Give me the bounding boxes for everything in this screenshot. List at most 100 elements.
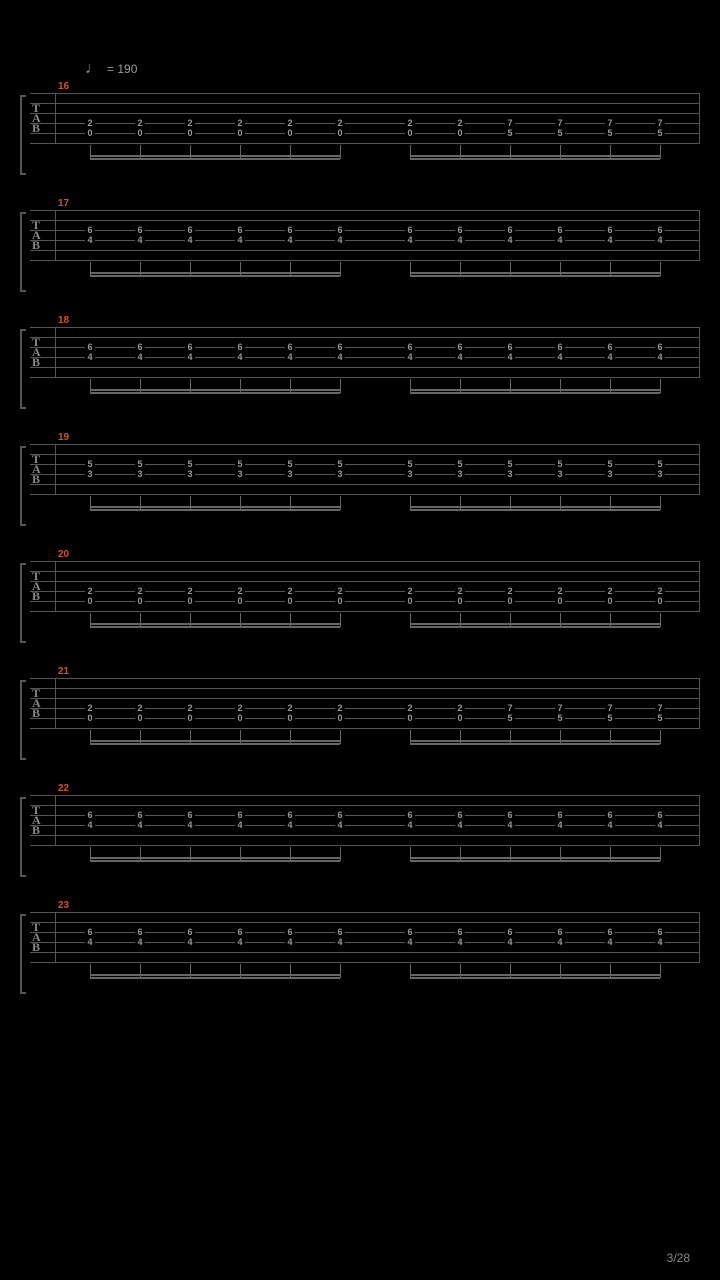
tab-container: 19TAB535353535353535353535353 [30, 444, 700, 494]
tab-container: 20TAB202020202020202020202020 [30, 561, 700, 611]
string-line [30, 815, 700, 816]
fret-number: 4 [655, 352, 665, 362]
tab-page: ♩ = 190 16TAB20202020202020207575757517T… [0, 0, 720, 1069]
fret-number: 4 [555, 937, 565, 947]
quarter-note-icon: ♩ [85, 60, 101, 78]
string-line [30, 250, 700, 251]
string-line [30, 103, 700, 104]
fret-number: 6 [655, 927, 665, 937]
measure-group: 20TAB202020202020202020202020 [20, 561, 700, 643]
beam-group [90, 496, 340, 510]
beam-group [90, 847, 340, 861]
beam-group [90, 964, 340, 978]
beam-line [410, 740, 660, 742]
fret-number: 6 [85, 225, 95, 235]
fret-number: 4 [605, 235, 615, 245]
string-line [30, 952, 700, 953]
fret-number: 2 [285, 703, 295, 713]
fret-number: 0 [335, 128, 345, 138]
fret-number: 2 [235, 118, 245, 128]
string-line [30, 561, 700, 562]
fret-number: 0 [655, 596, 665, 606]
tab-staff: TAB202020202020202020202020 [30, 561, 700, 611]
fret-number: 5 [405, 459, 415, 469]
fret-number: 6 [135, 342, 145, 352]
note-stem [340, 145, 341, 159]
string-line [30, 571, 700, 572]
note-stem [660, 496, 661, 510]
barline [699, 93, 700, 143]
fret-number: 3 [605, 469, 615, 479]
fret-number: 0 [135, 596, 145, 606]
fret-number: 4 [555, 352, 565, 362]
fret-number: 0 [505, 596, 515, 606]
beam-line [90, 623, 340, 625]
note-stem [660, 262, 661, 276]
string-line [30, 464, 700, 465]
fret-number: 0 [285, 713, 295, 723]
measure-group: 17TAB646464646464646464646464 [20, 210, 700, 292]
fret-number: 4 [85, 820, 95, 830]
fret-number: 7 [505, 703, 515, 713]
barline [55, 678, 56, 728]
fret-number: 0 [235, 713, 245, 723]
note-stem [660, 964, 661, 978]
fret-number: 2 [185, 586, 195, 596]
string-line [30, 367, 700, 368]
beam-line [90, 860, 340, 862]
fret-number: 5 [135, 459, 145, 469]
fret-number: 6 [235, 810, 245, 820]
fret-number: 0 [135, 713, 145, 723]
fret-number: 4 [605, 820, 615, 830]
tab-clef-label: TAB [32, 454, 41, 484]
fret-number: 6 [555, 927, 565, 937]
note-stem [660, 730, 661, 744]
string-line [30, 708, 700, 709]
beam-line [90, 743, 340, 745]
fret-number: 6 [185, 225, 195, 235]
measure-group: 22TAB646464646464646464646464 [20, 795, 700, 877]
fret-number: 6 [285, 342, 295, 352]
fret-number: 5 [505, 713, 515, 723]
measure-group: 21TAB202020202020202075757575 [20, 678, 700, 760]
barline [55, 93, 56, 143]
fret-number: 4 [455, 235, 465, 245]
fret-number: 6 [285, 810, 295, 820]
fret-number: 0 [185, 713, 195, 723]
fret-number: 5 [605, 128, 615, 138]
fret-number: 0 [405, 713, 415, 723]
measure-number: 22 [58, 783, 69, 794]
fret-number: 6 [605, 810, 615, 820]
barline [55, 912, 56, 962]
fret-number: 6 [185, 927, 195, 937]
tab-clef-char: B [32, 942, 41, 952]
fret-number: 4 [455, 352, 465, 362]
fret-number: 2 [135, 118, 145, 128]
fret-number: 5 [505, 459, 515, 469]
fret-number: 5 [85, 459, 95, 469]
fret-number: 4 [285, 352, 295, 362]
note-stem [660, 613, 661, 627]
fret-number: 6 [335, 927, 345, 937]
fret-number: 4 [405, 820, 415, 830]
system-bracket [20, 680, 26, 760]
beam-line [90, 506, 340, 508]
string-line [30, 962, 700, 963]
string-line [30, 377, 700, 378]
fret-number: 4 [85, 352, 95, 362]
beam-line [410, 857, 660, 859]
fret-number: 4 [285, 235, 295, 245]
tab-staff: TAB646464646464646464646464 [30, 327, 700, 377]
tab-container: 17TAB646464646464646464646464 [30, 210, 700, 260]
fret-number: 2 [555, 586, 565, 596]
string-line [30, 688, 700, 689]
fret-number: 2 [405, 118, 415, 128]
fret-number: 0 [455, 713, 465, 723]
fret-number: 4 [185, 820, 195, 830]
fret-number: 0 [605, 596, 615, 606]
measure-number: 21 [58, 666, 69, 677]
string-line [30, 805, 700, 806]
fret-number: 0 [285, 128, 295, 138]
barline [699, 795, 700, 845]
fret-number: 2 [185, 703, 195, 713]
